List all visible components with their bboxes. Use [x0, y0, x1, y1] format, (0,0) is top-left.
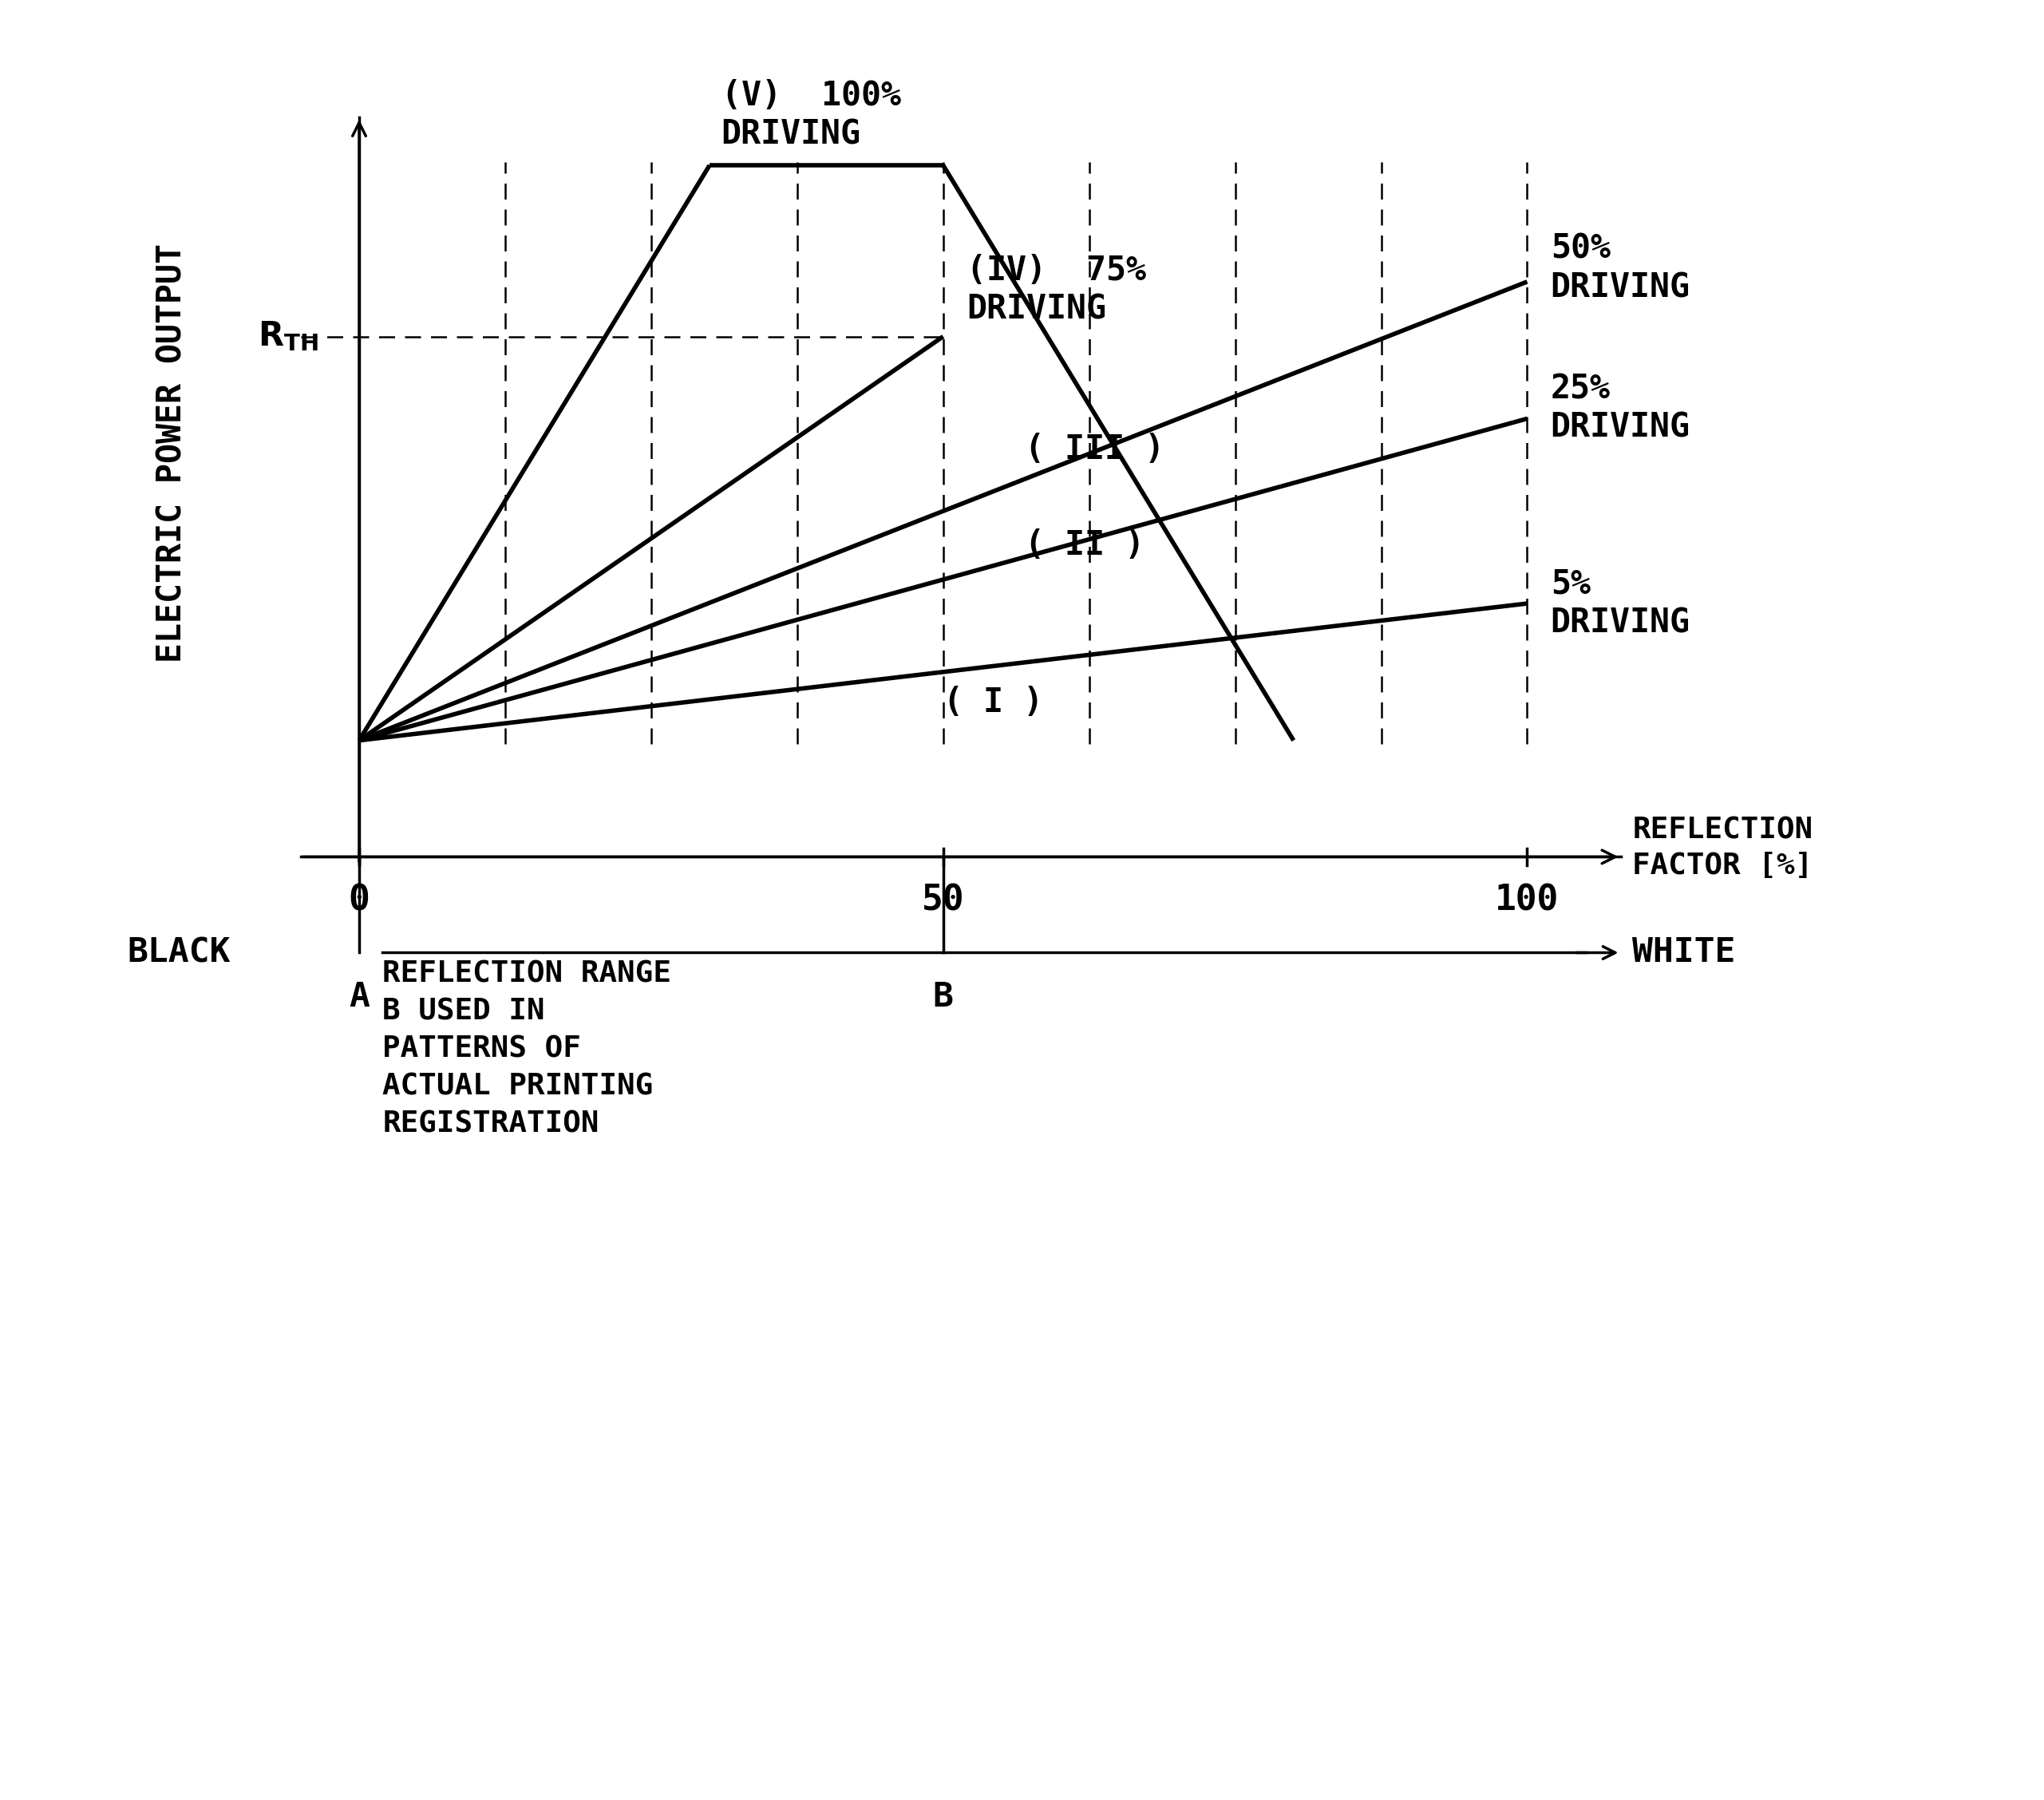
Text: ( II ): ( II ) [1024, 529, 1145, 562]
Text: WHITE: WHITE [1633, 936, 1735, 970]
Text: REFLECTION
FACTOR [%]: REFLECTION FACTOR [%] [1633, 817, 1813, 880]
Text: 50%
DRIVING: 50% DRIVING [1551, 232, 1690, 304]
Text: 100: 100 [1494, 882, 1560, 918]
Text: 50: 50 [922, 882, 965, 918]
Text: 5%
DRIVING: 5% DRIVING [1551, 567, 1690, 639]
Text: ELECTRIC POWER OUTPUT: ELECTRIC POWER OUTPUT [155, 243, 188, 662]
Text: (IV)  75%
DRIVING: (IV) 75% DRIVING [967, 254, 1147, 326]
Text: ( I ): ( I ) [942, 686, 1042, 720]
Text: A: A [350, 979, 370, 1013]
Text: ( III ): ( III ) [1024, 432, 1165, 466]
Text: $\mathbf{R_{TH}}$: $\mathbf{R_{TH}}$ [258, 320, 319, 353]
Text: (V)  100%
DRIVING: (V) 100% DRIVING [722, 79, 901, 151]
Text: 25%
DRIVING: 25% DRIVING [1551, 373, 1690, 445]
Text: B: B [932, 979, 953, 1013]
Text: 0: 0 [347, 882, 370, 918]
Text: REFLECTION RANGE
B USED IN
PATTERNS OF
ACTUAL PRINTING
REGISTRATION: REFLECTION RANGE B USED IN PATTERNS OF A… [382, 959, 670, 1139]
Text: BLACK: BLACK [127, 936, 231, 970]
